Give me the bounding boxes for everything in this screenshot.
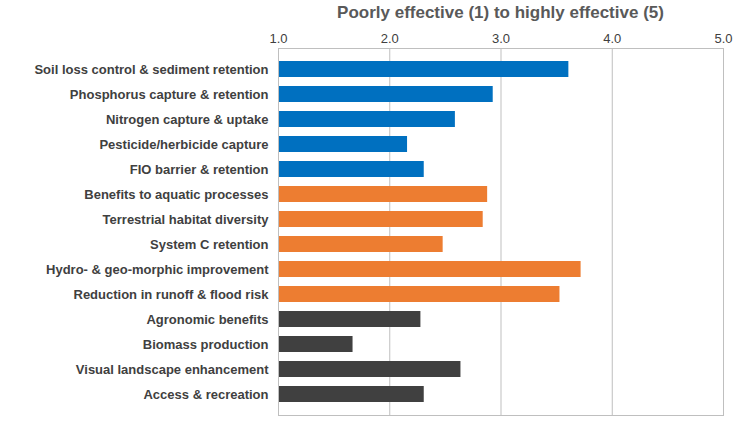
svg-text:Soil loss control & sediment r: Soil loss control & sediment retention [34,62,268,77]
svg-text:Terrestrial habitat diversity: Terrestrial habitat diversity [103,212,270,227]
html-text:Poorly effective (1) to highly: Poorly effective (1) to highly effective… [337,3,664,22]
svg-text:Biomass production: Biomass production [143,337,269,352]
svg-text:Hydro- & geo-morphic improveme: Hydro- & geo-morphic improvement [46,262,269,277]
svg-text:Pesticide/herbicide capture: Pesticide/herbicide capture [99,137,268,152]
svg-text:Visual landscape enhancement: Visual landscape enhancement [76,362,269,377]
svg-text:1.0: 1.0 [269,31,287,46]
svg-text:4.0: 4.0 [603,31,621,46]
svg-text:2.0: 2.0 [381,31,399,46]
svg-text:Benefits to aquatic processes: Benefits to aquatic processes [84,187,268,202]
svg-text:3.0: 3.0 [492,31,510,46]
svg-text:Agronomic benefits: Agronomic benefits [146,312,268,327]
svg-text:Reduction in runoff & flood ri: Reduction in runoff & flood risk [74,287,270,302]
svg-text:Phosphorus capture & retention: Phosphorus capture & retention [70,87,269,102]
svg-text:System C retention: System C retention [150,237,269,252]
svg-text:FIO barrier & retention: FIO barrier & retention [130,162,269,177]
svg-text:Nitrogen capture & uptake: Nitrogen capture & uptake [106,112,269,127]
svg-text:5.0: 5.0 [714,31,732,46]
svg-text:Access & recreation: Access & recreation [143,387,268,402]
